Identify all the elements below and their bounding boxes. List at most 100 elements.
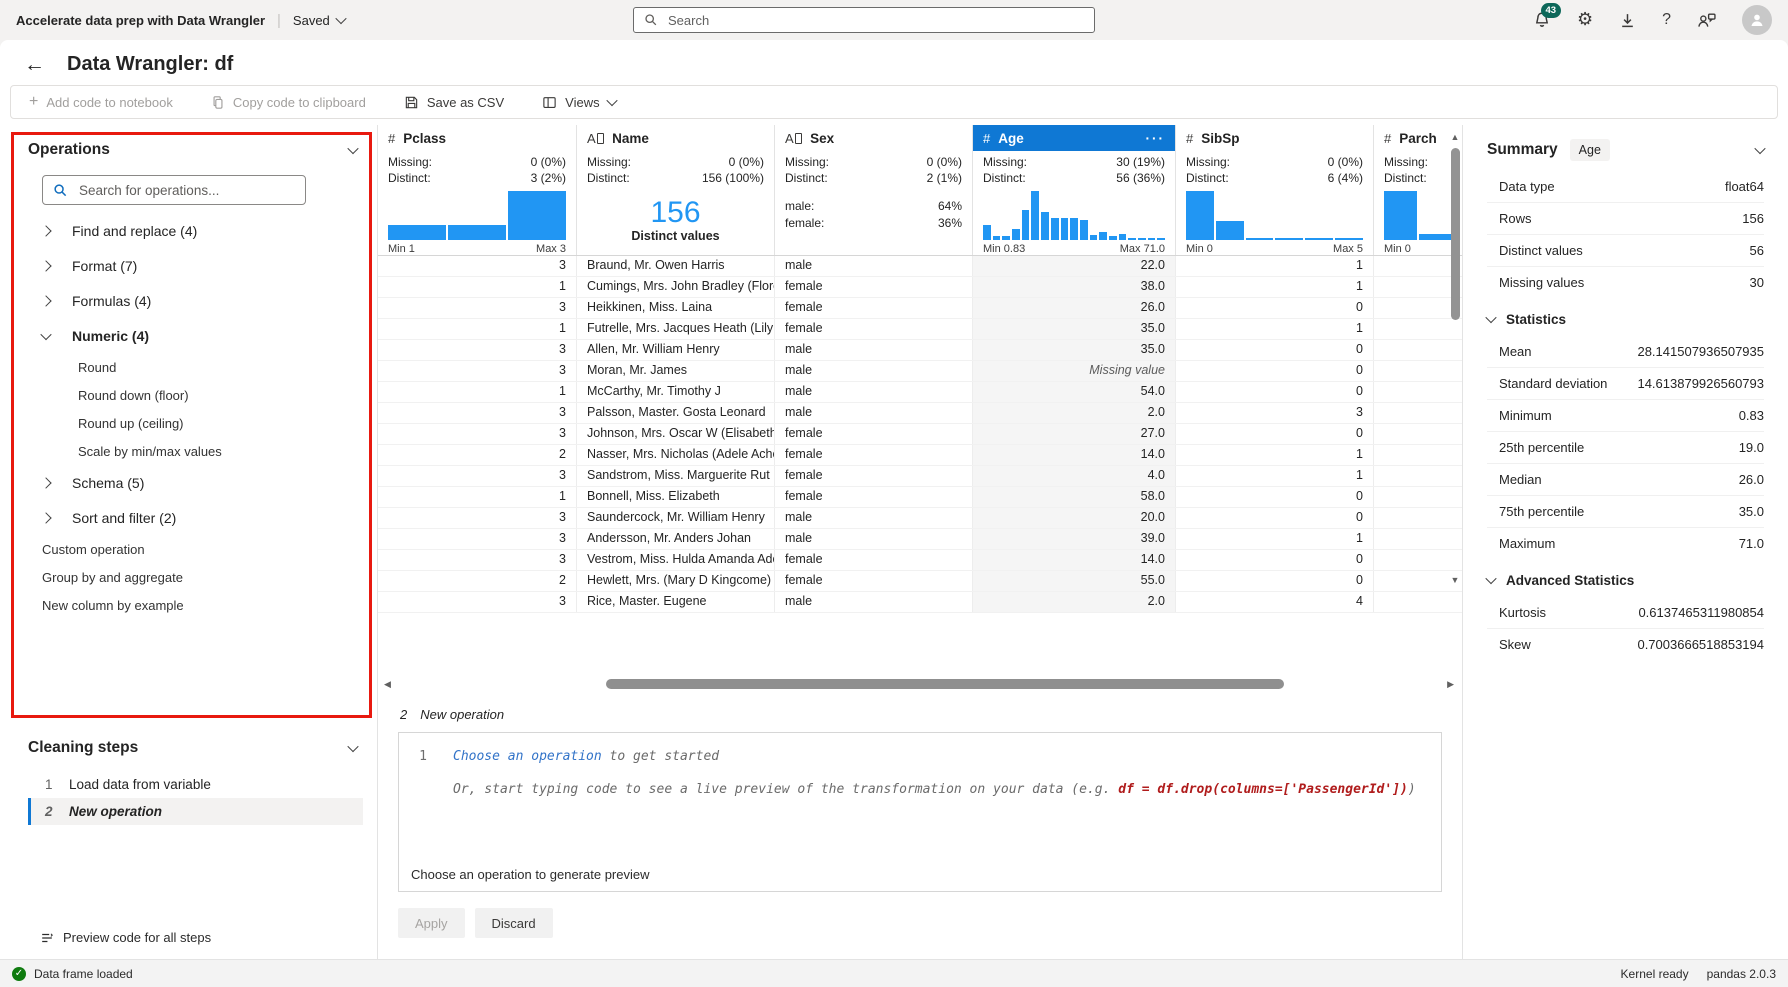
column-header-pclass[interactable]: # Pclass Missing: 0 (0%) Distinct: 3 (2%) Min … (378, 125, 577, 255)
summary-label: Standard deviation (1499, 376, 1608, 391)
horizontal-scrollbar[interactable]: ◀ ▶ (384, 677, 1454, 691)
statistics-title: Statistics (1506, 311, 1567, 327)
editor-step-label: 2 New operation (400, 707, 1462, 722)
operation-item-scale-by-min-max-values[interactable]: Scale by min/max values (78, 443, 222, 459)
statistics-section-header[interactable]: Statistics (1485, 302, 1764, 336)
category-value: 64% (937, 199, 962, 213)
table-row[interactable]: 2 Nasser, Mrs. Nicholas (Adele Achem femal… (378, 445, 1462, 466)
search-input[interactable] (666, 11, 1084, 29)
scroll-down-icon[interactable]: ▼ (1450, 575, 1460, 585)
more-options-icon[interactable]: ··· (1145, 130, 1165, 146)
table-row[interactable]: 2 Hewlett, Mrs. (Mary D Kingcome) female 55… (378, 571, 1462, 592)
copy-code-button[interactable]: Copy code to clipboard (211, 95, 366, 110)
distinct-caption: Distinct values (631, 229, 720, 243)
table-row[interactable]: 3 Rice, Master. Eugene male 2.0 4 (378, 592, 1462, 613)
histogram-bar (1335, 238, 1363, 240)
table-row[interactable]: 3 Andersson, Mr. Anders Johan male 39.0 1 (378, 529, 1462, 550)
scroll-right-icon[interactable]: ▶ (1447, 678, 1454, 689)
stat-label: Distinct: (1186, 171, 1229, 185)
save-csv-button[interactable]: Save as CSV (404, 95, 504, 110)
operation-item-new-column-by-example[interactable]: New column by example (42, 597, 184, 613)
global-search[interactable] (633, 7, 1095, 33)
table-row[interactable]: 3 Saundercock, Mr. William Henry male 20.0 0 (378, 508, 1462, 529)
table-row[interactable]: 1 Bonnell, Miss. Elizabeth female 58.0 0 (378, 487, 1462, 508)
collapse-summary-chevron[interactable] (1754, 142, 1766, 155)
stat-label: Distinct: (1384, 171, 1427, 185)
scroll-up-icon[interactable]: ▲ (1450, 132, 1460, 142)
operations-search[interactable] (42, 175, 306, 205)
column-header-sibsp[interactable]: # SibSp Missing: 0 (0%) Distinct: 6 (4%) Min 0… (1176, 125, 1374, 255)
save-icon (405, 96, 418, 108)
feedback-button[interactable] (1697, 12, 1716, 29)
editor-hint-text: to get started (601, 749, 720, 764)
summary-label: Median (1499, 472, 1542, 487)
table-row[interactable]: 1 Cumings, Mrs. John Bradley (Florenc fema… (378, 277, 1462, 298)
table-row[interactable]: 1 Futrelle, Mrs. Jacques Heath (Lily Ma fe… (378, 319, 1462, 340)
step-number: 2 (45, 804, 53, 819)
add-code-button[interactable]: + Add code to notebook (29, 93, 173, 111)
operation-group-numeric-4[interactable]: Numeric (4) (28, 318, 377, 353)
choose-operation-link[interactable]: Choose an operation (453, 749, 602, 764)
vertical-scrollbar[interactable]: ▲ ▼ (1448, 133, 1462, 585)
summary-row: 75th percentile 35.0 (1487, 496, 1764, 528)
table-row[interactable]: 3 Sandstrom, Miss. Marguerite Rut female 4.… (378, 466, 1462, 487)
back-button[interactable]: ← (24, 53, 45, 76)
operation-item-group-by-and-aggregate[interactable]: Group by and aggregate (42, 569, 183, 585)
operation-group-schema-5[interactable]: Schema (5) (28, 465, 377, 500)
discard-button[interactable]: Discard (474, 908, 553, 938)
operations-search-input[interactable] (77, 181, 295, 199)
cell-sex: male (775, 592, 973, 612)
download-button[interactable] (1619, 12, 1636, 29)
avatar[interactable] (1742, 5, 1772, 35)
cell-pclass: 2 (378, 445, 577, 465)
stat-label: Missing: (1186, 155, 1231, 169)
operation-item-round-up-ceiling[interactable]: Round up (ceiling) (78, 415, 184, 431)
operation-group-sort-and-filter-2[interactable]: Sort and filter (2) (28, 500, 377, 535)
saved-dropdown[interactable]: Saved (293, 13, 347, 28)
code-editor[interactable]: 1 Choose an operation to get started Or,… (398, 732, 1442, 892)
collapse-cleaning-chevron[interactable] (347, 740, 359, 753)
scroll-left-icon[interactable]: ◀ (384, 678, 391, 689)
table-row[interactable]: 3 Allen, Mr. William Henry male 35.0 0 (378, 340, 1462, 361)
operation-group-formulas-4[interactable]: Formulas (4) (28, 283, 377, 318)
summary-value: 56 (1749, 243, 1764, 258)
operation-item-round-down-floor[interactable]: Round down (floor) (78, 387, 189, 403)
views-button[interactable]: Views (542, 95, 618, 110)
table-row[interactable]: 3 Moran, Mr. James male Missing value 0 (378, 361, 1462, 382)
table-row[interactable]: 3 Heikkinen, Miss. Laina female 26.0 0 (378, 298, 1462, 319)
cleaning-step-1[interactable]: 1 Load data from variable (28, 771, 363, 798)
cleaning-step-2[interactable]: 2 New operation (28, 798, 363, 825)
cell-age: 35.0 (973, 340, 1176, 360)
advanced-statistics-section-header[interactable]: Advanced Statistics (1485, 563, 1764, 597)
column-header-parch[interactable]: # Parch Missing: Distinct: Min 0 (1374, 125, 1462, 255)
table-row[interactable]: 3 Braund, Mr. Owen Harris male 22.0 1 (378, 256, 1462, 277)
horizontal-scroll-thumb[interactable] (605, 679, 1285, 689)
cell-name: Sandstrom, Miss. Marguerite Rut (577, 466, 775, 486)
column-header-sex[interactable]: A Sex Missing: 0 (0%) Distinct: 2 (1%) male: 64… (775, 125, 973, 255)
help-button[interactable]: ? (1662, 11, 1671, 29)
chevron-down-icon (1485, 311, 1497, 324)
operation-item-custom-operation[interactable]: Custom operation (42, 541, 145, 557)
operation-group-format-7[interactable]: Format (7) (28, 248, 377, 283)
preview-code-all-steps-button[interactable]: Preview code for all steps (0, 930, 377, 959)
operation-item-round[interactable]: Round (78, 359, 117, 375)
cell-pclass: 3 (378, 529, 577, 549)
table-row[interactable]: 3 Vestrom, Miss. Hulda Amanda Adolf female… (378, 550, 1462, 571)
cell-pclass: 1 (378, 487, 577, 507)
cell-age: 14.0 (973, 445, 1176, 465)
settings-button[interactable]: ⚙ (1577, 11, 1593, 29)
apply-button[interactable]: Apply (398, 908, 465, 938)
column-header-name[interactable]: A Name Missing: 0 (0%) Distinct: 156 (100%) 15… (577, 125, 775, 255)
stat-label: Distinct: (388, 171, 431, 185)
table-row[interactable]: 3 Palsson, Master. Gosta Leonard male 2.0 3 (378, 403, 1462, 424)
vertical-scroll-thumb[interactable] (1450, 148, 1460, 320)
notifications-button[interactable]: 43 (1533, 3, 1561, 29)
collapse-operations-chevron[interactable] (347, 142, 359, 155)
summary-value: 0.7003666518853194 (1637, 637, 1764, 652)
stat-label: Missing: (388, 155, 433, 169)
histogram-bar (1275, 238, 1304, 240)
table-row[interactable]: 3 Johnson, Mrs. Oscar W (Elisabeth Vil fem… (378, 424, 1462, 445)
column-header-age[interactable]: # Age ··· Missing: 30 (19%) Distinct: 56 (36%)… (973, 125, 1176, 255)
operation-group-find-and-replace-4[interactable]: Find and replace (4) (28, 213, 377, 248)
